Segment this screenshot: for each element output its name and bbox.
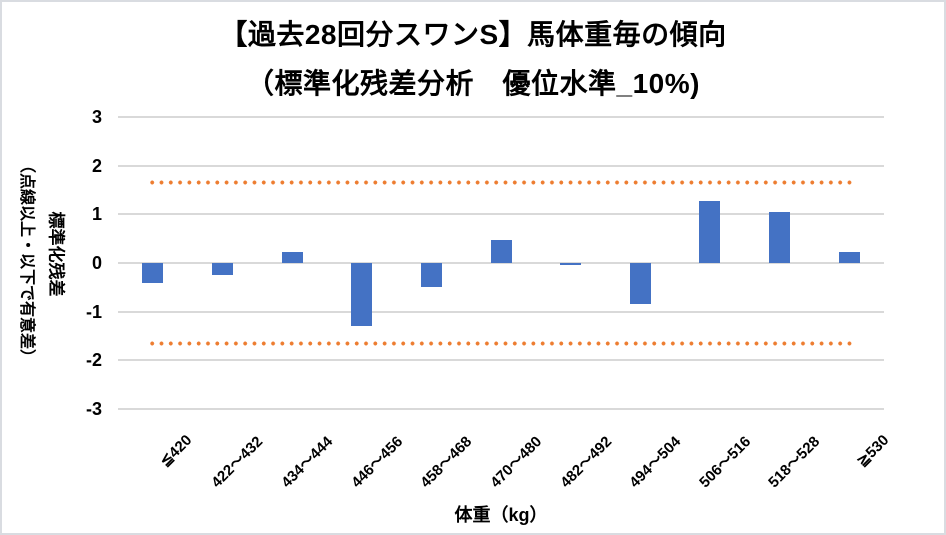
- chart-title-line1: 【過去28回分スワンS】馬体重毎の傾向: [219, 19, 727, 50]
- x-tick-label: 482～492: [556, 433, 615, 492]
- x-tick-label: 518～528: [765, 433, 824, 492]
- y-tick-label: 0: [91, 253, 102, 273]
- y-tick-label: -1: [85, 301, 102, 322]
- x-tick-label: ≦420: [156, 431, 196, 471]
- y-tick-label: 3: [91, 107, 102, 127]
- x-tick-label: ≧530: [853, 431, 892, 471]
- x-tick-label: 446～456: [347, 433, 406, 492]
- x-tick-label: 422～432: [208, 433, 267, 492]
- bar: [838, 252, 860, 263]
- gridline: [118, 116, 884, 118]
- y-tick-label: 1: [91, 204, 102, 225]
- x-tick-label: 494～504: [626, 433, 685, 492]
- gridline: [118, 213, 884, 216]
- bar: [560, 263, 582, 266]
- bar: [769, 211, 791, 263]
- gridline: [118, 408, 884, 410]
- y-tick-label: -3: [85, 399, 102, 419]
- bar: [351, 263, 373, 327]
- chart-title-line2: （標準化残差分析 優位水準_10%): [246, 68, 700, 99]
- y-tick-label: 2: [91, 155, 102, 176]
- significance-line: [149, 340, 853, 346]
- bar: [420, 263, 442, 287]
- y-tick-label: -2: [85, 350, 102, 371]
- x-tick-label: 506～516: [696, 433, 755, 492]
- x-tick-label: 470～480: [487, 433, 546, 492]
- y-axis-subtitle: （点線以上・以下で有意差）: [18, 156, 35, 366]
- gridline: [118, 310, 884, 313]
- significance-line: [149, 180, 853, 186]
- x-tick-label: 434～444: [278, 433, 337, 492]
- x-tick-label: 458～468: [417, 433, 476, 492]
- bar: [142, 263, 164, 283]
- chart-title: 【過去28回分スワンS】馬体重毎の傾向 （標準化残差分析 優位水準_10%): [2, 10, 944, 108]
- bar: [699, 201, 721, 263]
- gridline: [118, 359, 884, 362]
- bar: [629, 263, 651, 305]
- bar: [211, 263, 233, 276]
- gridline: [118, 164, 884, 167]
- gridline: [118, 262, 884, 264]
- bar: [281, 251, 303, 263]
- x-axis-title: 体重（kg）: [454, 505, 548, 525]
- bar: [490, 240, 512, 263]
